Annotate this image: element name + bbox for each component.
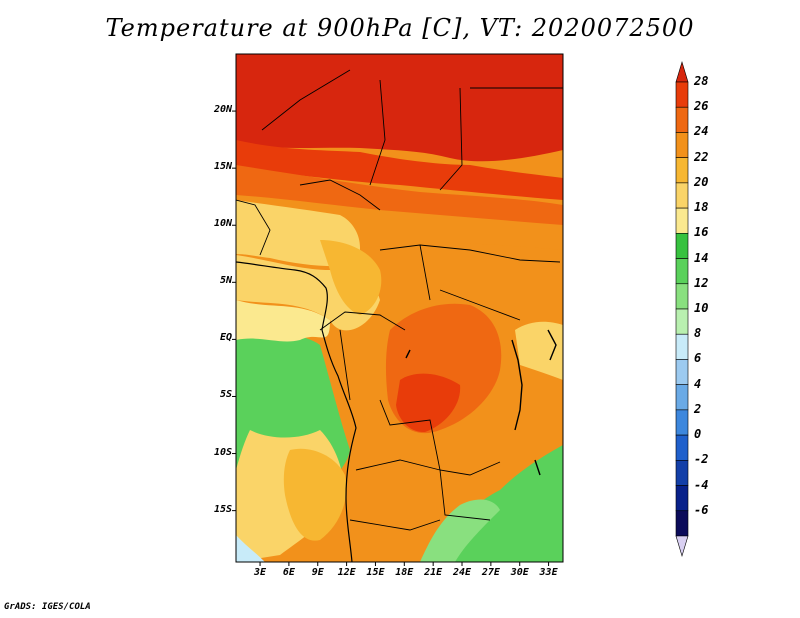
colorbar-segment <box>675 157 689 184</box>
x-tick-label: 9E <box>311 567 324 578</box>
colorbar-segment <box>675 510 689 537</box>
x-tick-label: 15E <box>366 567 385 578</box>
colorbar-label: 22 <box>694 149 709 164</box>
x-tick-label: 3E <box>254 567 267 578</box>
temperature-region-north-very-hot <box>236 54 563 162</box>
colorbar-label: -2 <box>694 452 709 467</box>
colorbar-segment <box>675 485 689 512</box>
temperature-field <box>236 54 563 562</box>
y-tick-label: 5S <box>219 389 232 401</box>
colorbar-label: 12 <box>694 275 709 290</box>
temperature-region-cameroon-light <box>320 240 382 315</box>
x-tick-label: 33E <box>539 567 558 578</box>
colorbar-segment <box>675 283 689 310</box>
colorbar-segment <box>675 333 689 360</box>
y-axis <box>232 110 236 512</box>
chart-title: Temperature at 900hPa [C], VT: 202007250… <box>105 14 695 42</box>
colorbar-label: 8 <box>694 326 702 341</box>
temperature-region-southeast-light <box>420 499 500 562</box>
colorbar-segment <box>675 207 689 234</box>
y-tick-label: 15N <box>213 161 232 173</box>
x-tick-label: 18E <box>395 567 414 578</box>
colorbar-label: 26 <box>694 99 709 114</box>
colorbar-segment <box>675 233 689 259</box>
colorbar-label: 16 <box>694 225 709 240</box>
colorbar-segment <box>675 132 689 158</box>
colorbar-label: 0 <box>694 427 702 442</box>
colorbar-segment <box>675 434 689 461</box>
x-tick-label: 30E <box>510 567 529 578</box>
colorbar-top-arrow <box>675 60 689 83</box>
colorbar-label: 18 <box>694 200 709 215</box>
y-tick-label: 20N <box>213 104 232 116</box>
temperature-region-southwest-corner <box>236 535 265 562</box>
colorbar <box>675 60 689 558</box>
colorbar-label: 6 <box>694 351 702 366</box>
colorbar-label: 2 <box>694 401 702 416</box>
colorbar-label: 14 <box>694 250 709 265</box>
y-tick-label: EQ <box>219 332 232 344</box>
colorbar-segment <box>675 106 689 133</box>
y-tick-label: 5N <box>219 275 232 287</box>
colorbar-label: 4 <box>694 376 702 391</box>
great-rift-lakes <box>405 329 557 476</box>
x-axis <box>259 562 550 566</box>
colorbar-segment <box>675 409 689 436</box>
x-tick-label: 24E <box>452 567 472 578</box>
temperature-region-north-hot <box>236 140 563 200</box>
colorbar-segment <box>675 182 689 209</box>
temperature-region-ocean-mid <box>236 300 330 342</box>
colorbar-segment <box>675 81 689 108</box>
coastline <box>236 261 357 562</box>
colorbar-segment <box>675 359 689 385</box>
colorbar-segment <box>675 308 689 335</box>
colorbar-label: -6 <box>694 502 709 517</box>
colorbar-label: 28 <box>694 74 709 88</box>
credit-text: GrADS: IGES/COLA <box>4 602 91 612</box>
colorbar-segment <box>675 258 689 285</box>
x-tick-label: 27E <box>481 567 500 578</box>
colorbar-label: -4 <box>694 477 709 492</box>
y-tick-label: 10S <box>213 446 232 458</box>
y-tick-label: 15S <box>213 503 232 515</box>
x-tick-label: 21E <box>424 567 443 578</box>
colorbar-label: 24 <box>694 124 709 139</box>
colorbar-label: 10 <box>694 301 709 315</box>
country-borders <box>236 69 563 531</box>
colorbar-segment <box>675 460 689 486</box>
temperature-region-north-warm <box>236 165 563 225</box>
colorbar-bottom-arrow <box>675 535 689 558</box>
y-tick-label: 10N <box>213 218 232 230</box>
plot-frame <box>235 53 564 563</box>
temperature-region-central-core <box>396 373 461 433</box>
x-tick-label: 6E <box>282 567 295 578</box>
temperature-region-angola-warm <box>283 448 347 541</box>
colorbar-label: 20 <box>694 174 709 189</box>
colorbar-segment <box>675 384 689 411</box>
x-tick-label: 12E <box>337 567 356 578</box>
